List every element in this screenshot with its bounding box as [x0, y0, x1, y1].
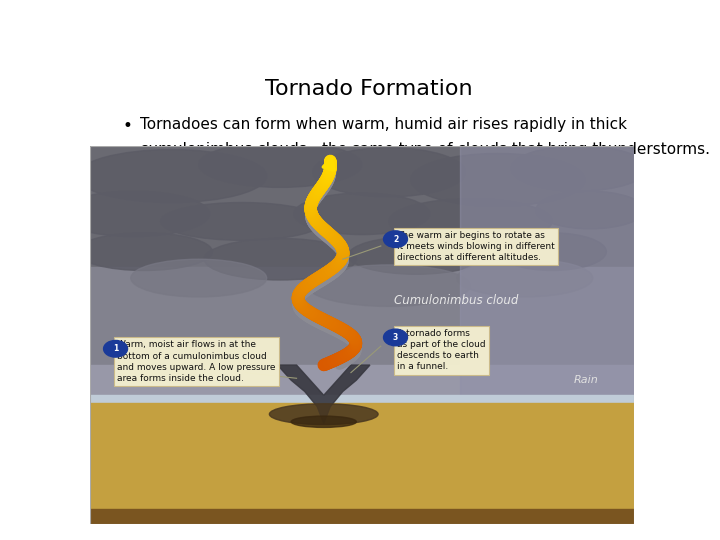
- Circle shape: [384, 231, 408, 247]
- Ellipse shape: [161, 202, 324, 240]
- Circle shape: [104, 341, 127, 357]
- Ellipse shape: [294, 193, 430, 234]
- Bar: [90, 365, 634, 403]
- Bar: [90, 267, 634, 373]
- Bar: [90, 395, 634, 410]
- Bar: [459, 146, 634, 403]
- Ellipse shape: [410, 153, 585, 206]
- Text: Warm, moist air flows in at the
bottom of a cumulonimbus cloud
and moves upward.: Warm, moist air flows in at the bottom o…: [117, 341, 276, 383]
- Ellipse shape: [511, 146, 647, 191]
- Ellipse shape: [199, 142, 362, 187]
- Ellipse shape: [76, 150, 266, 202]
- Ellipse shape: [58, 191, 210, 237]
- Text: 3: 3: [393, 333, 398, 342]
- Ellipse shape: [536, 191, 644, 229]
- Text: Tornadoes can form when warm, humid air rises rapidly in thick: Tornadoes can form when warm, humid air …: [140, 117, 627, 132]
- Ellipse shape: [131, 259, 266, 297]
- Text: A tornado forms
as part of the cloud
descends to earth
in a funnel.: A tornado forms as part of the cloud des…: [397, 329, 486, 372]
- Bar: [90, 146, 634, 278]
- Ellipse shape: [498, 233, 606, 271]
- Text: 1: 1: [113, 345, 118, 353]
- Ellipse shape: [291, 416, 356, 428]
- Circle shape: [384, 329, 408, 346]
- Ellipse shape: [348, 237, 484, 274]
- Polygon shape: [277, 365, 370, 423]
- Bar: [90, 509, 634, 524]
- Text: cumulonimbus clouds—the same type of clouds that bring thunderstorms.: cumulonimbus clouds—the same type of clo…: [140, 141, 710, 157]
- Text: Cumulonimbus cloud: Cumulonimbus cloud: [395, 294, 519, 307]
- Ellipse shape: [76, 233, 212, 271]
- Text: The warm air begins to rotate as
it meets winds blowing in different
directions : The warm air begins to rotate as it meet…: [397, 231, 555, 262]
- Text: Tornado Formation: Tornado Formation: [265, 79, 473, 99]
- Ellipse shape: [204, 238, 356, 280]
- Bar: [90, 403, 634, 524]
- Ellipse shape: [457, 259, 593, 297]
- Text: Rain: Rain: [574, 375, 598, 385]
- Ellipse shape: [389, 199, 552, 244]
- Text: •: •: [122, 117, 132, 135]
- Text: 2: 2: [393, 235, 398, 244]
- Ellipse shape: [307, 265, 471, 306]
- Ellipse shape: [269, 404, 378, 424]
- Ellipse shape: [313, 147, 465, 197]
